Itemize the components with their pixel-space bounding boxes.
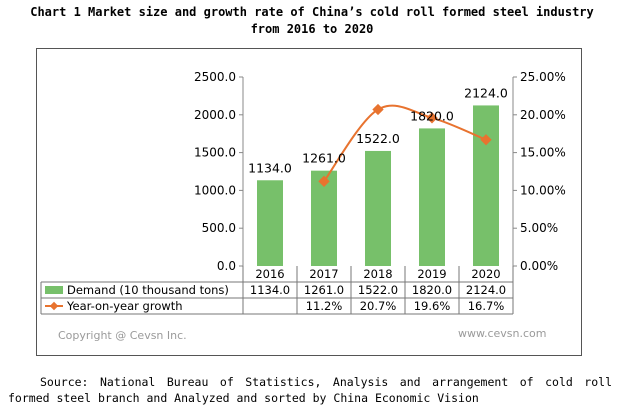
bar-data-label: 1522.0	[356, 131, 400, 146]
bar-data-label: 1134.0	[248, 160, 292, 175]
y-tick-label-left: 2000.0	[194, 108, 236, 122]
bar-data-label: 1261.0	[302, 151, 346, 166]
table-cell: 20.7%	[360, 299, 397, 313]
y-tick-label-left: 0.0	[217, 259, 236, 273]
table-cell: 1820.0	[412, 283, 452, 297]
legend-swatch-bar	[45, 286, 63, 294]
y-tick-label-left: 1500.0	[194, 146, 236, 160]
watermark-right: www.cevsn.com	[458, 327, 547, 340]
y-tick-label-right: 15.00%	[520, 146, 566, 160]
table-cell: 1522.0	[358, 283, 398, 297]
legend-label-growth: Year-on-year growth	[66, 299, 183, 313]
x-tick-label: 2017	[309, 267, 338, 281]
x-tick-label: 2020	[471, 267, 500, 281]
legend-label-demand: Demand (10 thousand tons)	[67, 283, 229, 297]
growth-line	[323, 104, 487, 182]
y-tick-label-left: 500.0	[202, 221, 236, 235]
y-tick-label-right: 20.00%	[520, 108, 566, 122]
bar-data-label: 2124.0	[464, 85, 508, 100]
bar	[473, 105, 499, 266]
y-tick-label-left: 1000.0	[194, 183, 236, 197]
y-tick-label-right: 25.00%	[520, 70, 566, 84]
bar	[419, 128, 445, 266]
growth-marker	[318, 175, 330, 187]
bar	[257, 180, 283, 266]
table-cell: 1134.0	[250, 283, 290, 297]
table-cell: 11.2%	[306, 299, 343, 313]
watermark-left: Copyright @ Cevsn Inc.	[58, 329, 187, 342]
y-tick-label-right: 10.00%	[520, 183, 566, 197]
y-tick-label-right: 0.00%	[520, 259, 558, 273]
table-cell: 2124.0	[466, 283, 506, 297]
y-tick-label-left: 2500.0	[194, 70, 236, 84]
table-cell: 19.6%	[414, 299, 451, 313]
y-tick-label-right: 5.00%	[520, 221, 558, 235]
chart-title: Chart 1 Market size and growth rate of C…	[30, 5, 594, 36]
x-tick-label: 2019	[417, 267, 446, 281]
bar-data-label: 1820.0	[410, 108, 454, 123]
bar	[365, 150, 391, 266]
table-cell: 1261.0	[304, 283, 344, 297]
legend-swatch-marker	[49, 301, 59, 311]
growth-marker	[480, 134, 492, 146]
x-tick-label: 2018	[363, 267, 392, 281]
x-tick-label: 2016	[255, 267, 284, 281]
source-note: Source: National Bureau of Statistics, A…	[8, 375, 612, 405]
table-cell: 16.7%	[468, 299, 505, 313]
